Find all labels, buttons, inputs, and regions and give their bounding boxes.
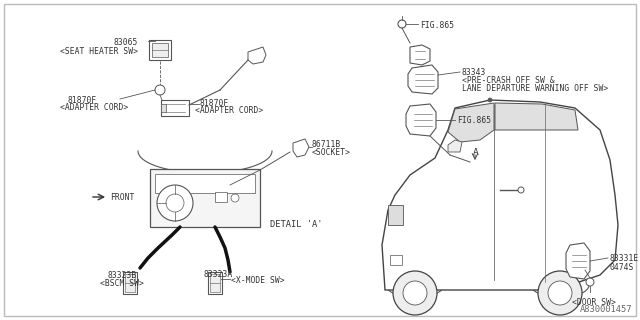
Polygon shape bbox=[495, 103, 578, 130]
Circle shape bbox=[398, 20, 406, 28]
Text: 81870F: 81870F bbox=[68, 96, 97, 105]
Polygon shape bbox=[566, 243, 590, 279]
Bar bbox=[155, 174, 255, 193]
Text: <PRE-CRASH OFF SW &: <PRE-CRASH OFF SW & bbox=[462, 76, 555, 85]
Text: A: A bbox=[473, 148, 479, 157]
Text: 86711B: 86711B bbox=[312, 140, 341, 149]
Polygon shape bbox=[293, 139, 309, 157]
Bar bbox=[152, 43, 168, 57]
Text: DETAIL 'A': DETAIL 'A' bbox=[270, 220, 323, 229]
Text: LANE DEPARTURE WARNING OFF SW>: LANE DEPARTURE WARNING OFF SW> bbox=[462, 84, 608, 93]
Polygon shape bbox=[448, 140, 462, 152]
Text: 83323A: 83323A bbox=[204, 270, 233, 279]
Polygon shape bbox=[448, 103, 494, 142]
Circle shape bbox=[518, 187, 524, 193]
Text: <ADAPTER CORD>: <ADAPTER CORD> bbox=[195, 106, 263, 115]
Text: 0474S: 0474S bbox=[609, 263, 634, 272]
Bar bbox=[208, 272, 222, 294]
Bar bbox=[125, 274, 135, 292]
Circle shape bbox=[538, 271, 582, 315]
Text: FRONT: FRONT bbox=[110, 193, 134, 202]
Polygon shape bbox=[408, 65, 438, 94]
Circle shape bbox=[155, 85, 165, 95]
Bar bbox=[161, 104, 166, 112]
Bar bbox=[123, 272, 137, 294]
Bar bbox=[149, 40, 171, 60]
Text: <X-MODE SW>: <X-MODE SW> bbox=[231, 276, 285, 285]
Text: <BSCM SW>: <BSCM SW> bbox=[100, 279, 144, 288]
Text: A830001457: A830001457 bbox=[579, 305, 632, 314]
Circle shape bbox=[231, 194, 239, 202]
Bar bbox=[390, 255, 402, 265]
Text: 83331E: 83331E bbox=[609, 254, 638, 263]
Polygon shape bbox=[248, 47, 266, 64]
Text: <SEAT HEATER SW>: <SEAT HEATER SW> bbox=[60, 47, 138, 56]
Bar bbox=[210, 274, 220, 292]
Text: FIG.865: FIG.865 bbox=[420, 21, 454, 30]
Text: <DOOR SW>: <DOOR SW> bbox=[572, 298, 616, 307]
Bar bbox=[161, 100, 189, 116]
Bar bbox=[215, 192, 227, 202]
Text: 83323B: 83323B bbox=[107, 271, 136, 280]
Circle shape bbox=[403, 281, 427, 305]
Text: 83343: 83343 bbox=[462, 68, 486, 77]
Polygon shape bbox=[406, 104, 436, 136]
Text: <ADAPTER CORD>: <ADAPTER CORD> bbox=[60, 103, 128, 112]
Circle shape bbox=[586, 278, 594, 286]
Circle shape bbox=[548, 281, 572, 305]
Circle shape bbox=[393, 271, 437, 315]
Text: 83065: 83065 bbox=[113, 38, 138, 47]
Polygon shape bbox=[382, 100, 618, 290]
Circle shape bbox=[488, 98, 492, 102]
Text: <SOCKET>: <SOCKET> bbox=[312, 148, 351, 157]
Text: FIG.865: FIG.865 bbox=[457, 116, 491, 125]
Bar bbox=[388, 205, 403, 225]
Bar bbox=[150, 169, 260, 227]
Polygon shape bbox=[410, 45, 430, 65]
Circle shape bbox=[157, 185, 193, 221]
Text: 81870F: 81870F bbox=[200, 99, 229, 108]
Circle shape bbox=[166, 194, 184, 212]
